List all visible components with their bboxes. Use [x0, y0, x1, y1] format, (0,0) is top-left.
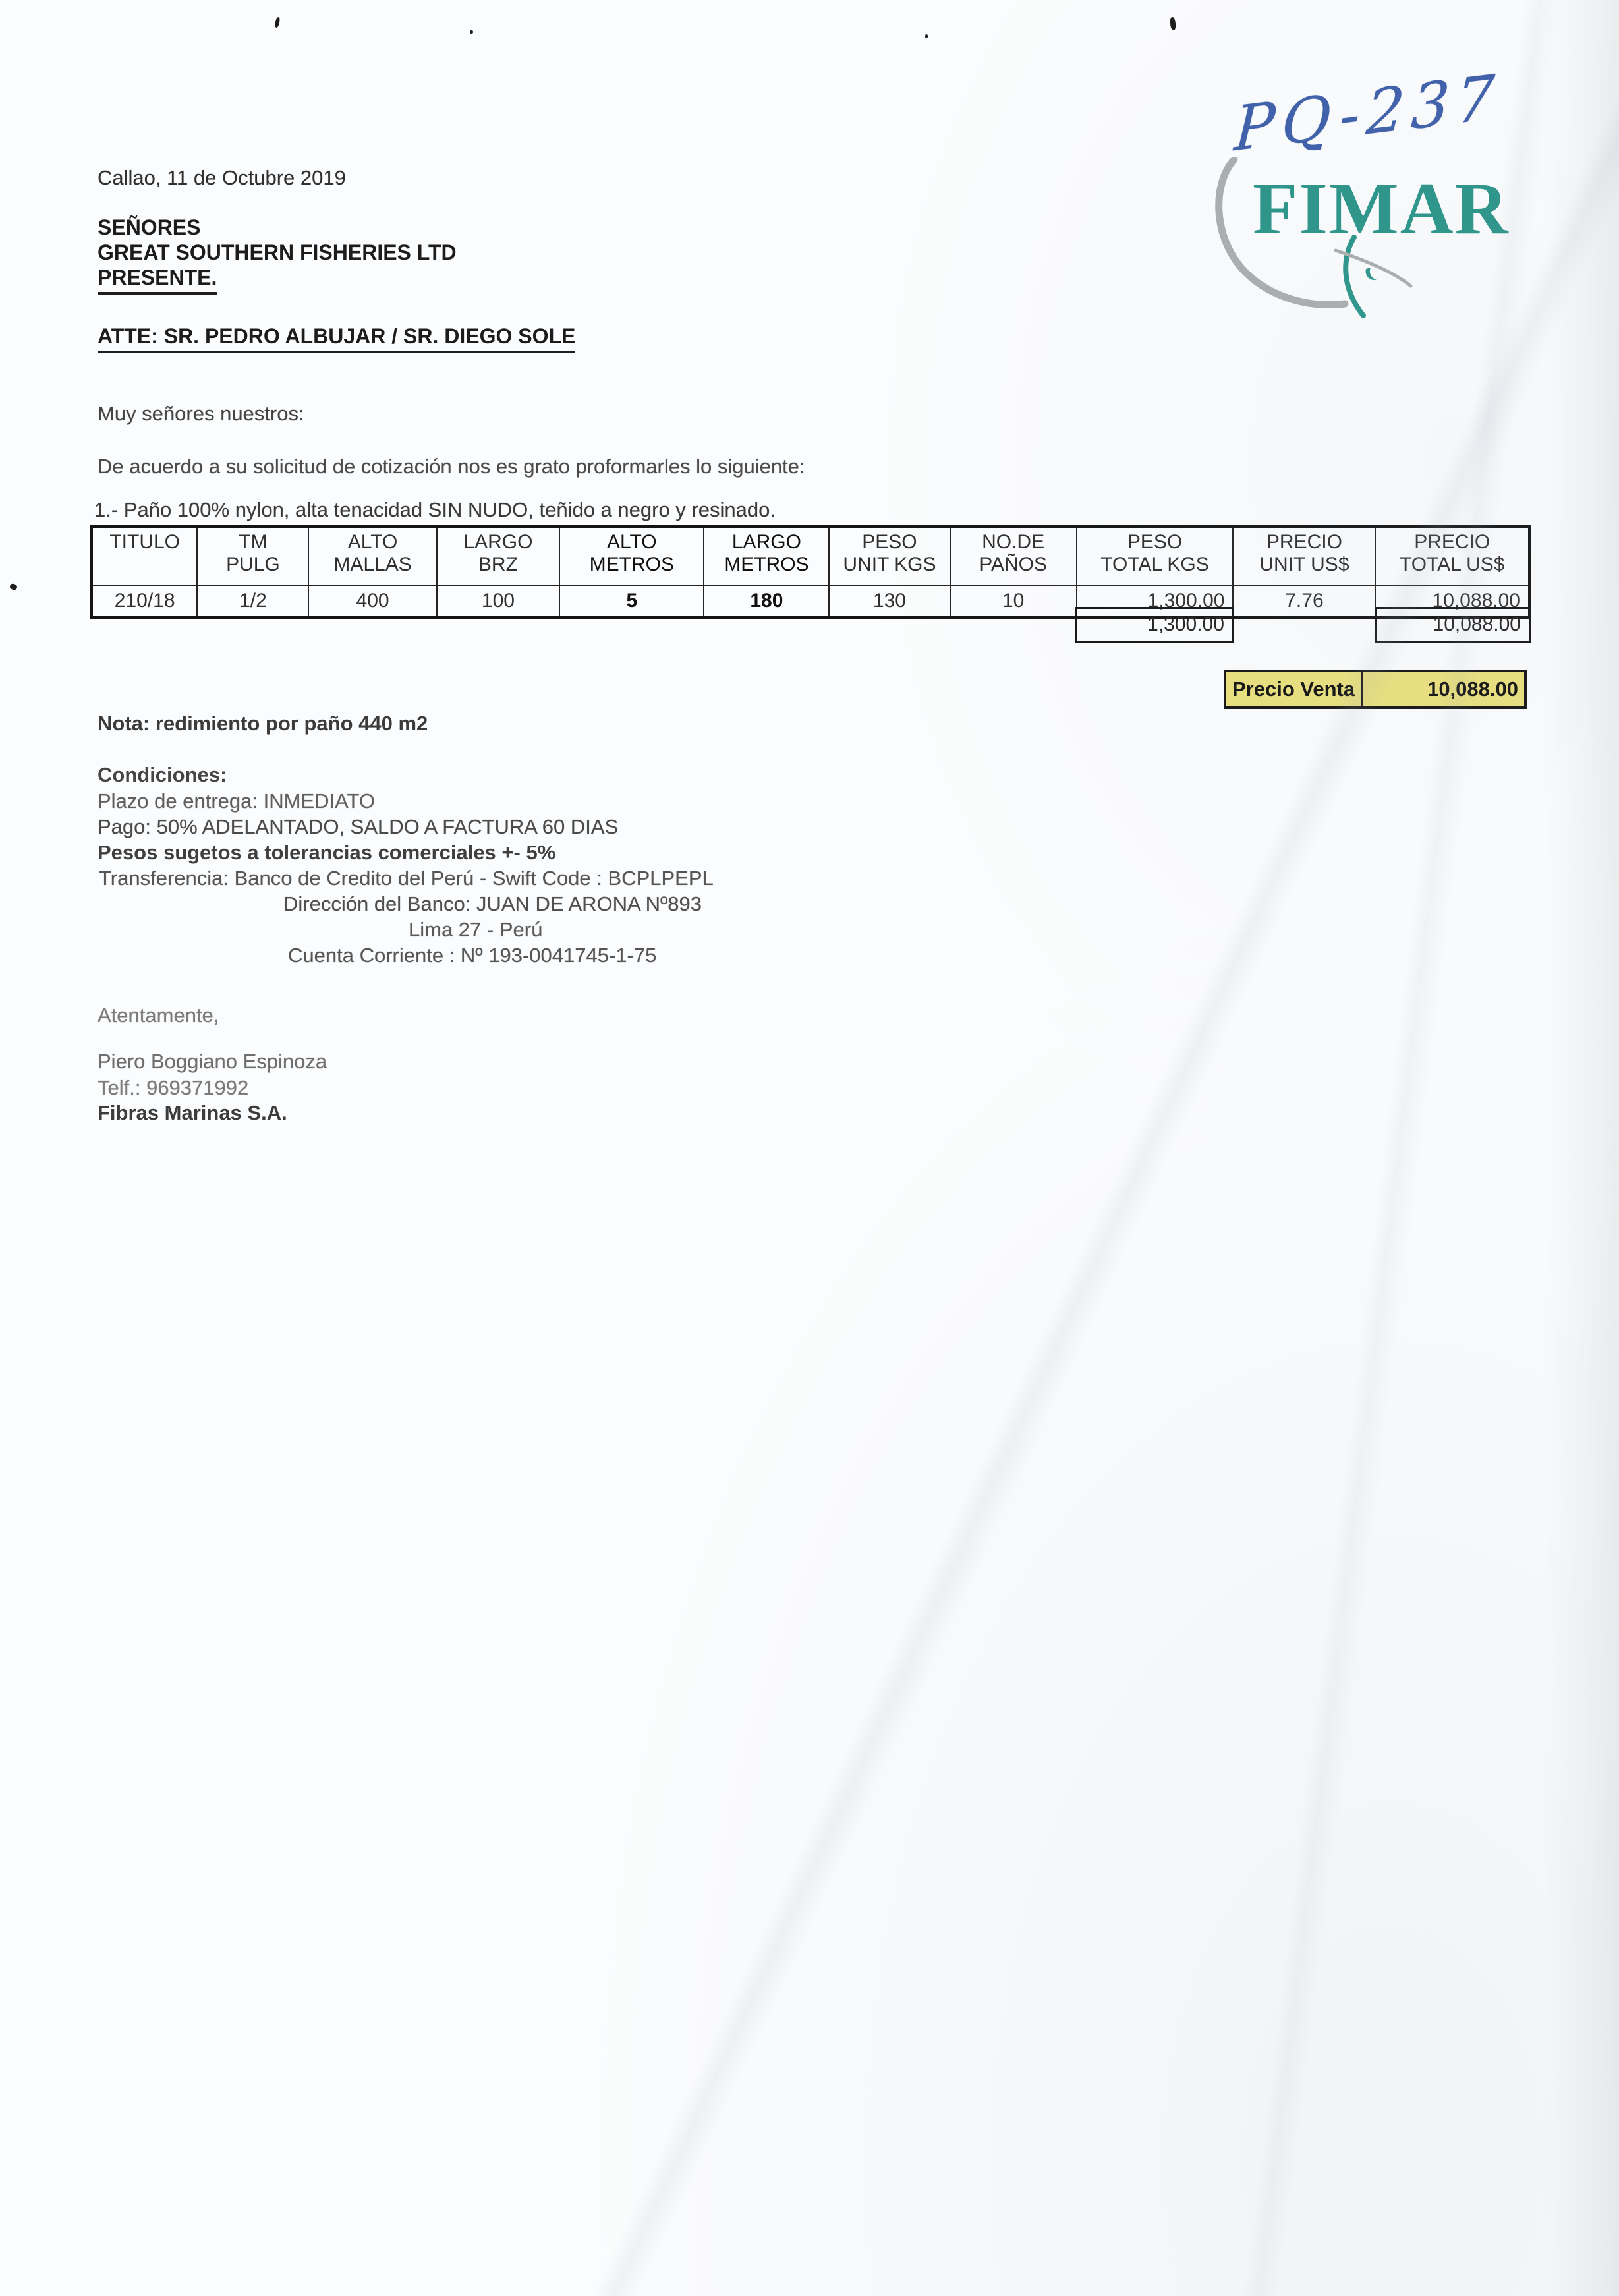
conditions-title: Condiciones: — [98, 763, 227, 786]
fimar-logo-text: FIMAR — [1253, 168, 1509, 250]
cell-peso-unit: 130 — [828, 585, 951, 618]
logo-swoosh-shape — [1215, 157, 1349, 308]
signature-name: Piero Boggiano Espinoza — [98, 1050, 327, 1073]
fimar-logo: FIMAR — [1215, 157, 1509, 318]
col-header-titulo: TITULO — [90, 526, 198, 586]
scan-speck — [9, 583, 18, 591]
precio-venta-label: Precio Venta — [1226, 672, 1363, 706]
col-header-tm-pulg: TM PULG — [196, 526, 310, 586]
logo-fish-eye-shape — [1365, 268, 1377, 281]
precio-venta-box: Precio Venta 10,088.00 — [1224, 670, 1527, 709]
quotation-table: TITULO TM PULG ALTO MALLAS LARGO BRZ ALTO ME… — [90, 525, 1531, 619]
col-header-peso-total: PESO TOTAL KGS — [1075, 526, 1234, 586]
condition-pesos: Pesos sugetos a tolerancias comerciales … — [98, 841, 556, 864]
col-header-precio-unit: PRECIO UNIT US$ — [1232, 526, 1377, 586]
date-line: Callao, 11 de Octubre 2019 — [98, 166, 346, 189]
cell-precio-unit: 7.76 — [1232, 585, 1377, 618]
condition-ciudad: Lima 27 - Perú — [409, 918, 543, 941]
total-peso-kgs: 1,300.00 — [1075, 607, 1234, 643]
col-header-precio-total: PRECIO TOTAL US$ — [1375, 526, 1530, 586]
col-header-no-panos: NO.DE PAÑOS — [949, 526, 1077, 586]
precio-venta-value: 10,088.00 — [1427, 677, 1518, 701]
condition-plazo: Plazo de entrega: INMEDIATO — [98, 789, 375, 813]
handwritten-reference: PQ-237 — [1232, 61, 1503, 165]
scan-speck — [470, 30, 473, 34]
cell-alto-metros: 5 — [559, 585, 705, 618]
recipient-presente: PRESENTE. — [98, 265, 217, 295]
cell-largo-brz: 100 — [436, 585, 561, 618]
attention-line: ATTE: SR. PEDRO ALBUJAR / SR. DIEGO SOLE — [98, 324, 576, 353]
condition-pago: Pago: 50% ADELANTADO, SALDO A FACTURA 60… — [98, 815, 619, 838]
letter-salutation: Muy señores nuestros: — [98, 402, 304, 425]
table-header-row: TITULO TM PULG ALTO MALLAS LARGO BRZ ALTO ME… — [90, 526, 1530, 586]
letter-intro: De acuerdo a su solicitud de cotización … — [98, 455, 805, 478]
scan-speck — [1169, 16, 1177, 31]
cell-tm-pulg: 1/2 — [196, 585, 310, 618]
closing-line: Atentamente, — [98, 1004, 219, 1027]
condition-cuenta: Cuenta Corriente : Nº 193-0041745-1-75 — [288, 944, 657, 967]
recipient-salutation: SEÑORES — [98, 215, 201, 239]
col-header-largo-brz: LARGO BRZ — [436, 526, 561, 586]
cell-alto-mallas: 400 — [308, 585, 438, 618]
nota-line: Nota: redimiento por paño 440 m2 — [98, 712, 428, 735]
total-precio-uss: 10,088.00 — [1375, 607, 1531, 643]
col-header-peso-unit: PESO UNIT KGS — [828, 526, 951, 586]
col-header-alto-mallas: ALTO MALLAS — [308, 526, 438, 586]
item-heading: 1.- Paño 100% nylon, alta tenacidad SIN … — [94, 498, 776, 521]
logo-fish-face-shape — [1334, 248, 1413, 288]
signature-company: Fibras Marinas S.A. — [98, 1101, 287, 1124]
table-data-row: 210/18 1/2 400 100 5 180 130 10 1,300.00… — [90, 585, 1530, 618]
scan-speck — [925, 34, 928, 38]
recipient-block: SEÑORES GREAT SOUTHERN FISHERIES LTD PRE… — [98, 215, 457, 295]
recipient-company: GREAT SOUTHERN FISHERIES LTD — [98, 241, 457, 264]
condition-transferencia: Transferencia: Banco de Credito del Perú… — [99, 867, 714, 890]
logo-fish-gill-shape — [1343, 235, 1366, 318]
cell-no-panos: 10 — [949, 585, 1077, 618]
signature-phone: Telf.: 969371992 — [98, 1076, 249, 1099]
scan-speck — [274, 16, 281, 28]
col-header-largo-metros: LARGO METROS — [703, 526, 830, 586]
col-header-alto-metros: ALTO METROS — [559, 526, 705, 586]
condition-direccion: Dirección del Banco: JUAN DE ARONA Nº893 — [283, 892, 702, 915]
totals-row: 1,300.00 10,088.00 — [90, 607, 1531, 643]
cell-largo-metros: 180 — [703, 585, 830, 618]
cell-titulo: 210/18 — [90, 585, 198, 618]
